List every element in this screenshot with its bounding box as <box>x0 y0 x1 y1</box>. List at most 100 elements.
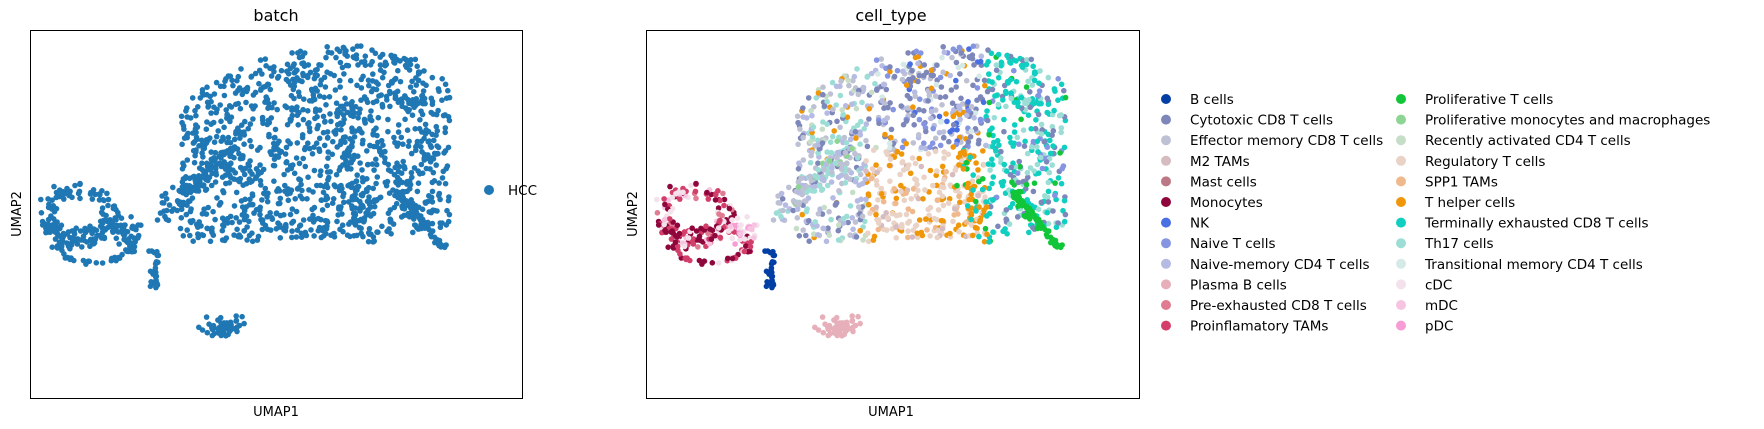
batch-point <box>131 225 137 232</box>
batch-point <box>104 190 110 197</box>
cell-type-point <box>1055 175 1062 181</box>
batch-point <box>263 98 269 104</box>
batch-point <box>238 198 245 204</box>
batch-point <box>372 50 379 57</box>
cell-type-point <box>676 230 683 237</box>
batch-point <box>305 140 311 146</box>
cell-type-point <box>921 108 927 114</box>
batch-point <box>439 97 445 103</box>
cell-type-point <box>990 143 996 150</box>
batch-point <box>410 207 417 214</box>
cell-type-point <box>670 245 677 251</box>
batch-point <box>212 149 219 156</box>
batch-point <box>437 224 444 231</box>
batch-point <box>328 118 334 125</box>
batch-point <box>398 134 405 141</box>
batch-point <box>314 182 320 189</box>
batch-point <box>367 199 373 205</box>
batch-point <box>364 99 371 106</box>
batch-point <box>200 146 207 152</box>
batch-point <box>113 217 119 223</box>
cell-type-point <box>865 238 872 245</box>
cell-type-point <box>1021 143 1028 149</box>
cell-type-point <box>941 49 948 56</box>
batch-point <box>230 82 236 89</box>
cell-type-point <box>668 236 675 242</box>
batch-point <box>357 160 363 166</box>
cell-type-point <box>826 232 833 238</box>
batch-point <box>283 224 289 230</box>
batch-point <box>331 129 337 135</box>
batch-point <box>224 112 230 118</box>
cell-type-point <box>747 225 753 232</box>
cell-type-point <box>898 103 904 109</box>
cell-type-point <box>927 167 934 174</box>
batch-point <box>208 121 214 127</box>
cell-type-point <box>991 114 998 121</box>
cell-type-point <box>816 146 823 152</box>
cell-type-point <box>820 329 827 336</box>
batch-point <box>333 54 339 61</box>
cell-type-point <box>762 248 768 254</box>
batch-point <box>325 134 331 141</box>
batch-point <box>369 161 376 167</box>
legend-label: Proliferative T cells <box>1425 92 1553 108</box>
cell-type-point <box>1007 171 1014 178</box>
batch-point <box>51 208 58 215</box>
cell-type-point <box>970 172 976 178</box>
batch-point <box>354 172 361 178</box>
batch-point <box>293 234 300 240</box>
batch-point <box>391 134 397 141</box>
batch-point <box>330 138 336 145</box>
cell-type-point <box>950 218 956 225</box>
cell-type-point <box>984 108 990 114</box>
legend-label-hcc: HCC <box>508 183 537 199</box>
batch-point <box>287 140 294 147</box>
cell-type-point <box>890 106 896 113</box>
batch-point <box>377 67 384 73</box>
batch-point <box>289 228 295 234</box>
cell-type-point <box>909 155 916 161</box>
batch-point <box>291 95 297 102</box>
batch-point <box>299 132 306 138</box>
cell-type-point <box>957 71 963 77</box>
batch-point <box>233 145 239 152</box>
batch-point <box>429 188 436 195</box>
cell-type-point <box>889 210 896 217</box>
batch-point <box>190 217 196 224</box>
batch-point <box>218 331 225 338</box>
cell-type-point <box>934 197 941 203</box>
cell-type-point <box>736 226 743 232</box>
batch-point <box>229 219 235 226</box>
cell-type-point <box>1001 116 1007 123</box>
cell-type-point <box>943 169 949 175</box>
batch-point <box>291 61 297 67</box>
cell-type-point <box>696 257 703 264</box>
batch-point <box>259 197 265 203</box>
batch-point <box>242 118 248 125</box>
batch-point <box>402 189 408 195</box>
batch-point <box>428 194 435 201</box>
cell-type-point <box>1003 90 1009 97</box>
batch-point <box>210 158 217 164</box>
batch-point <box>147 283 154 290</box>
batch-point <box>178 215 185 221</box>
cell-type-point <box>976 73 982 80</box>
cell-type-point <box>770 217 777 223</box>
cell-type-point <box>815 327 822 333</box>
batch-point <box>92 191 99 198</box>
batch-point <box>254 237 261 243</box>
batch-point <box>360 204 366 210</box>
cell-type-point <box>853 105 860 112</box>
batch-point <box>370 71 376 77</box>
cell-type-point <box>875 197 881 203</box>
cell-type-point <box>1046 169 1053 176</box>
cell-type-point <box>809 149 815 155</box>
cell-type-point <box>984 213 990 219</box>
batch-point <box>218 118 224 125</box>
cell-type-point <box>674 222 681 229</box>
batch-point <box>236 219 243 225</box>
cell-type-point <box>708 191 715 198</box>
cell-type-point <box>828 179 835 185</box>
batch-point <box>311 233 317 239</box>
